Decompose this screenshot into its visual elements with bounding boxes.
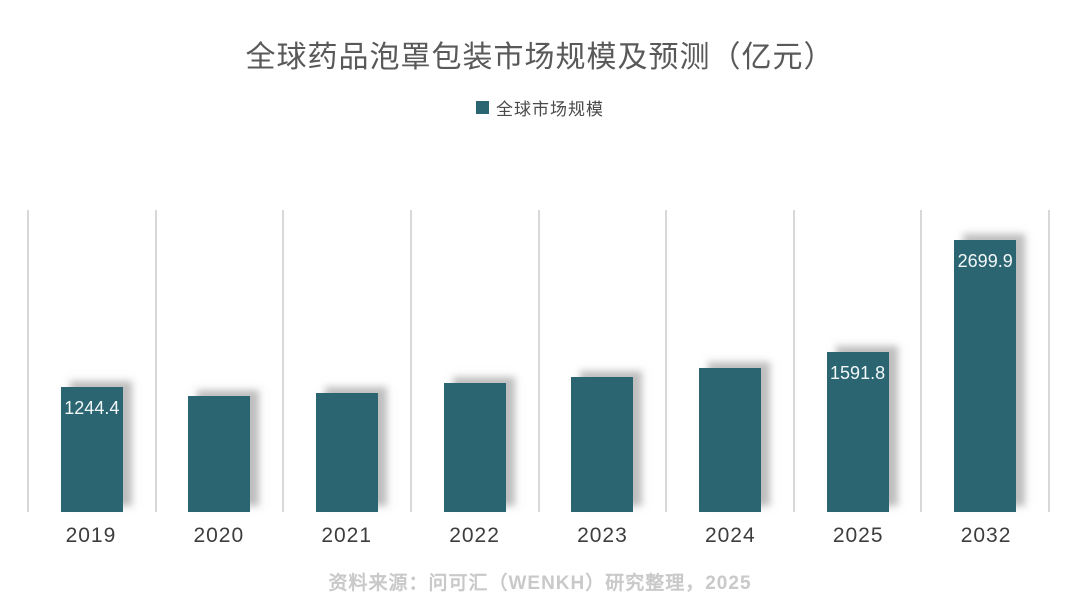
bar-2019: 1244.4 <box>60 386 123 512</box>
x-axis-label-2024: 2024 <box>704 524 756 547</box>
category-slot: 1591.8 <box>792 210 921 512</box>
x-axis-label-2025: 2025 <box>832 524 884 547</box>
bar-2025: 1591.8 <box>826 351 889 512</box>
bar-2032: 2699.9 <box>954 240 1017 512</box>
x-axis-label-2023: 2023 <box>577 524 628 547</box>
bar-2022 <box>443 383 506 512</box>
chart-title: 全球药品泡罩包装市场规模及预测（亿元） <box>245 41 835 74</box>
plot-area: 1244.4 1591.8 2699.9 <box>27 210 1050 512</box>
bar-2024 <box>698 367 761 512</box>
x-axis-labels: 2019 2020 2021 2022 2023 2024 2025 2032 <box>27 524 1050 548</box>
category-slot: 1244.4 <box>27 210 155 512</box>
bar-2021 <box>316 392 379 512</box>
category-slot: 2699.9 <box>920 210 1050 512</box>
category-slot <box>154 210 283 512</box>
legend-swatch-icon <box>476 100 489 114</box>
bar-value-label: 2699.9 <box>957 251 1013 272</box>
x-axis-label-2020: 2020 <box>193 524 245 547</box>
source-attribution: 资料来源：问可汇（WENKH）研究整理，2025 <box>328 573 752 594</box>
x-axis-label-2021: 2021 <box>321 524 373 547</box>
bar-value-label: 1591.8 <box>830 362 886 383</box>
category-slot <box>409 210 538 512</box>
category-slot <box>282 210 410 512</box>
x-axis-label-2019: 2019 <box>65 524 117 547</box>
x-axis-label-2032: 2032 <box>960 524 1012 547</box>
category-slot <box>537 210 666 512</box>
legend: 全球市场规模 <box>0 97 1080 119</box>
x-axis-label-2022: 2022 <box>449 524 500 547</box>
bar-2023 <box>571 376 634 512</box>
bar-2020 <box>188 396 251 512</box>
bar-value-label: 1244.4 <box>64 397 120 418</box>
category-slot <box>665 210 793 512</box>
chart-container: 全球药品泡罩包装市场规模及预测（亿元） 全球市场规模 1244.4 1591.8 2… <box>0 32 1080 595</box>
legend-label: 全球市场规模 <box>496 99 604 119</box>
